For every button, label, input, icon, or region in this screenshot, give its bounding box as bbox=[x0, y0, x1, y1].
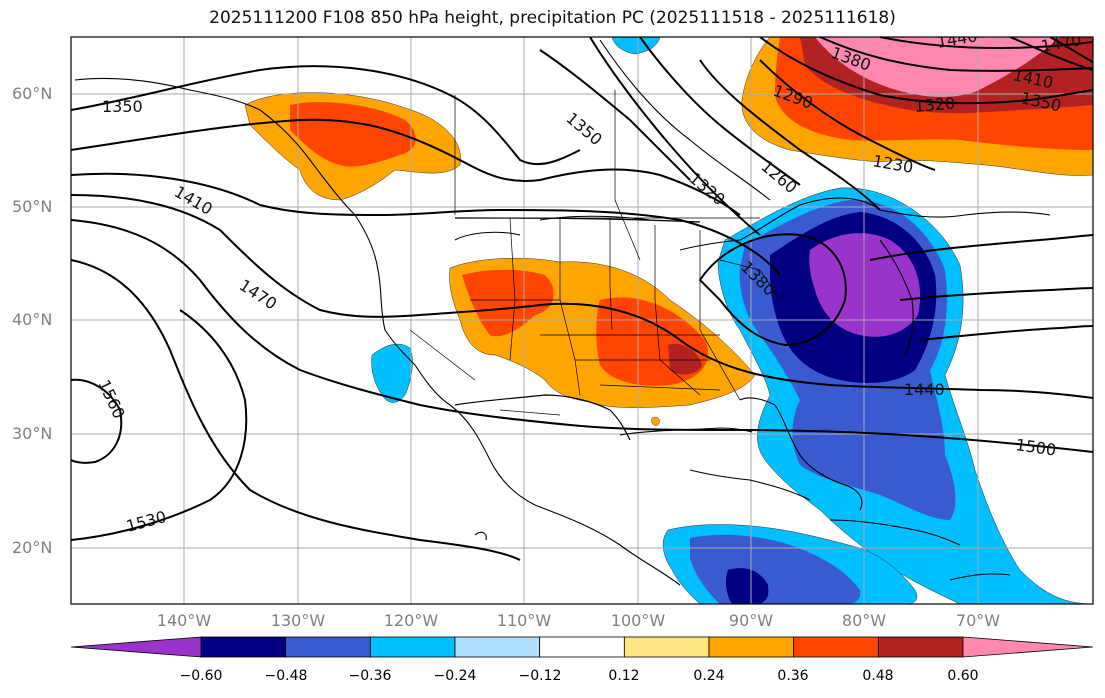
lon-label: 100°W bbox=[610, 611, 666, 630]
lat-label: 20°N bbox=[12, 538, 53, 557]
contour-1410-west bbox=[71, 172, 781, 276]
contour-label: 1350 bbox=[102, 97, 143, 116]
colorbar-segment bbox=[793, 636, 879, 658]
contour-1410-ne bbox=[1009, 37, 1093, 71]
contour-1440-west bbox=[71, 194, 1093, 399]
lat-label: 60°N bbox=[12, 84, 53, 103]
contour-1230 bbox=[759, 59, 936, 171]
lon-label: 80°W bbox=[841, 611, 887, 630]
contour-1380-west bbox=[71, 118, 741, 216]
contour-label: 1410 bbox=[171, 182, 216, 219]
contour-1470-east bbox=[919, 325, 1093, 341]
colorbar-segment bbox=[285, 636, 371, 658]
colorbar-tick-label: −0.24 bbox=[433, 668, 477, 684]
precip-positive-texas-speck bbox=[651, 416, 660, 426]
precip-negative-hudson-top bbox=[611, 37, 661, 55]
contour-1290 bbox=[639, 37, 801, 186]
contour-1440-east bbox=[899, 287, 1093, 301]
contour-1470-ne bbox=[1049, 37, 1093, 63]
colorbar bbox=[70, 636, 1094, 658]
contour-1350-east bbox=[539, 49, 691, 181]
lon-label: 110°W bbox=[496, 611, 552, 630]
colorbar-segment bbox=[200, 636, 287, 658]
contour-low-center bbox=[698, 233, 847, 347]
colorbar-tick-label: −0.60 bbox=[179, 668, 223, 684]
contour-1320-east bbox=[589, 37, 761, 236]
colorbar-tick-label: 0.12 bbox=[608, 668, 640, 684]
colorbar-extend-low bbox=[70, 636, 202, 658]
contour-1320-ne bbox=[759, 37, 1093, 105]
lat-label: 30°N bbox=[12, 424, 53, 443]
lon-label: 70°W bbox=[955, 611, 1001, 630]
gridlines bbox=[71, 37, 1093, 604]
lon-label: 140°W bbox=[156, 611, 212, 630]
lat-label: 40°N bbox=[12, 310, 53, 329]
coastlines bbox=[74, 39, 1051, 586]
colorbar-tick-label: 0.36 bbox=[777, 668, 809, 684]
contour-label: 1350 bbox=[562, 109, 605, 150]
colorbar-segment bbox=[623, 636, 710, 658]
country-borders bbox=[454, 217, 701, 441]
colorbar-extend-high bbox=[962, 636, 1094, 658]
lon-label: 90°W bbox=[728, 611, 774, 630]
height-contours bbox=[71, 37, 1093, 561]
contour-label: 1530 bbox=[124, 507, 168, 536]
colorbar-tick-label: 0.60 bbox=[947, 668, 979, 684]
contour-1530 bbox=[71, 309, 248, 541]
contour-label: 1320 bbox=[914, 94, 956, 116]
contour-1560 bbox=[71, 378, 123, 464]
contour-1470-west bbox=[71, 219, 1093, 453]
contour-label: 1440 bbox=[904, 380, 945, 399]
contour-label: 1560 bbox=[94, 377, 128, 422]
precip-negative-caribbean bbox=[662, 524, 918, 604]
colorbar-segment bbox=[877, 636, 964, 658]
colorbar-tick-label: 0.24 bbox=[693, 668, 725, 684]
contour-1410-east bbox=[869, 234, 1093, 261]
lat-label: 50°N bbox=[12, 197, 53, 216]
plot-frame bbox=[70, 36, 1094, 605]
colorbar-segment bbox=[454, 636, 541, 658]
map-title: 2025111200 F108 850 hPa height, precipit… bbox=[209, 8, 896, 28]
contour-label: 1260 bbox=[757, 157, 800, 198]
contour-1350-west bbox=[71, 65, 581, 166]
colorbar-tick-label: −0.48 bbox=[264, 668, 308, 684]
precip-negative-baja bbox=[371, 343, 413, 403]
colorbar-segment bbox=[369, 636, 456, 658]
lon-label: 120°W bbox=[383, 611, 439, 630]
contour-1380-ne bbox=[879, 37, 1093, 50]
colorbar-segment bbox=[708, 636, 795, 658]
colorbar-tick-label: −0.36 bbox=[348, 668, 392, 684]
precip-positive-alaska bbox=[244, 92, 461, 201]
contour-1350-ne bbox=[819, 37, 1093, 72]
colorbar-tick-label: −0.12 bbox=[518, 668, 562, 684]
lon-label: 130°W bbox=[270, 611, 326, 630]
colorbar-segment bbox=[539, 636, 625, 658]
colorbar-tick-label: 0.48 bbox=[862, 668, 894, 684]
plot-area: 1350 1350 1410 1470 1560 1530 1380 1290 … bbox=[71, 37, 1093, 604]
contour-1500 bbox=[71, 259, 521, 561]
precip-positive-central-us bbox=[449, 257, 756, 408]
contour-label: 1500 bbox=[1014, 435, 1057, 459]
contour-1260 bbox=[699, 59, 881, 211]
contour-label: 1470 bbox=[236, 275, 280, 313]
